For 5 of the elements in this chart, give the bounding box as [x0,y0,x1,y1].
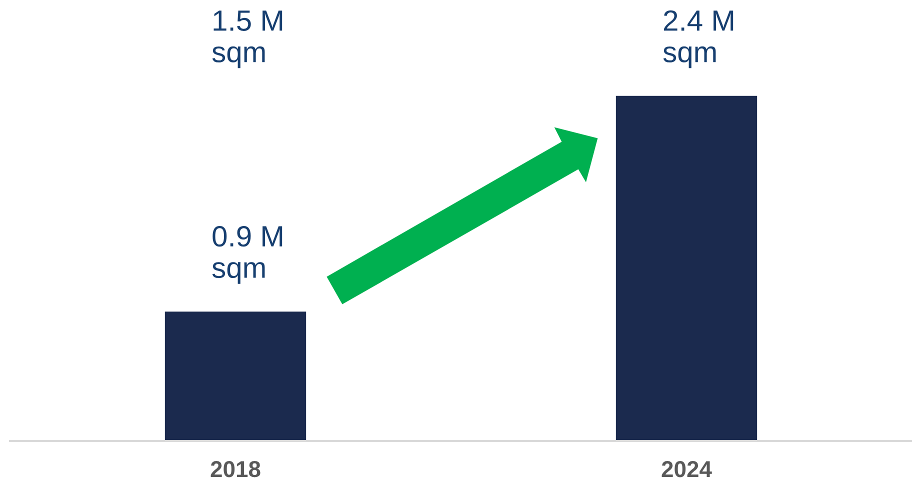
data-label: 0.9 M sqm [212,226,282,284]
data-label: 2.4 M sqm [663,10,734,68]
x-tick-label: 2024 [662,461,712,478]
text: 1.5 M sqm [212,10,282,68]
x-tick-label: 2018 [210,461,260,478]
